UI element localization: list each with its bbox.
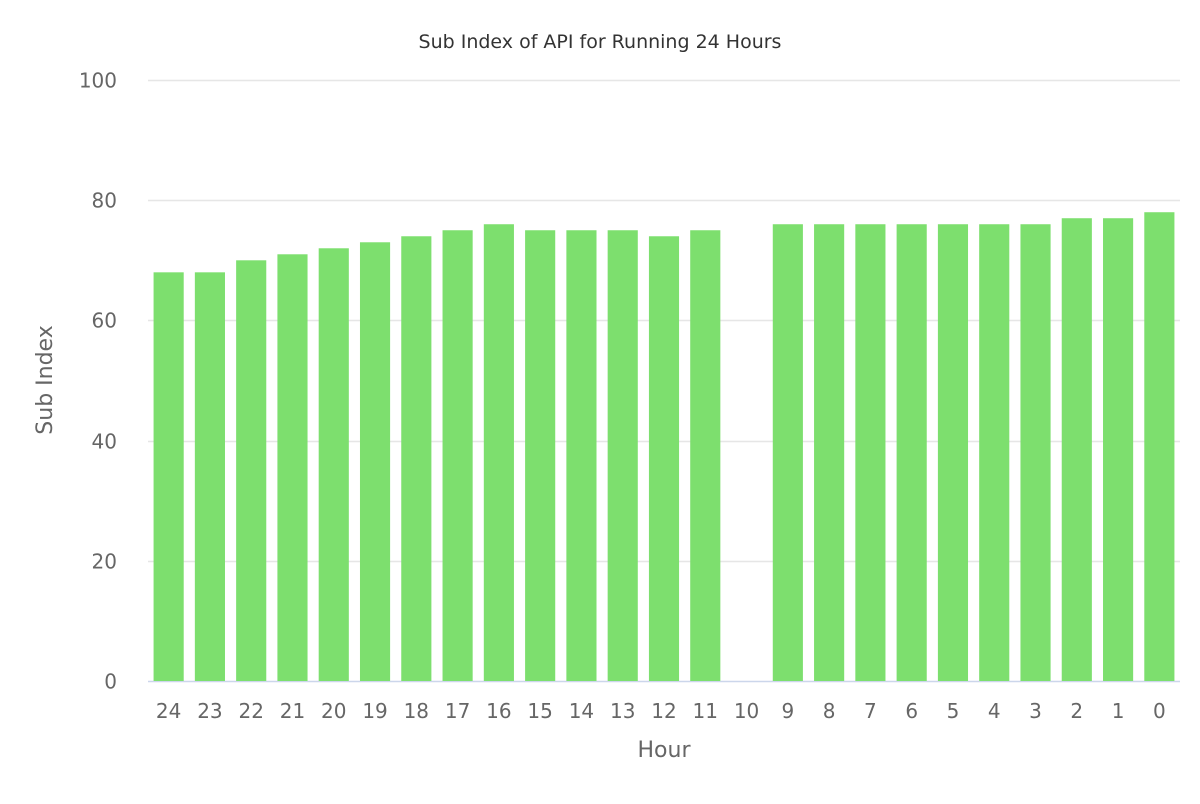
x-tick-label: 12 bbox=[651, 699, 676, 723]
x-tick-label: 22 bbox=[238, 699, 263, 723]
y-tick-label: 100 bbox=[79, 69, 117, 93]
x-axis-label: Hour bbox=[638, 738, 692, 763]
x-tick-label: 20 bbox=[321, 699, 346, 723]
bar bbox=[401, 236, 432, 681]
x-tick-label: 6 bbox=[905, 699, 918, 723]
chart-title: Sub Index of API for Running 24 Hours bbox=[419, 31, 782, 53]
x-tick-label: 9 bbox=[781, 699, 794, 723]
x-tick-label: 10 bbox=[734, 699, 759, 723]
bar bbox=[1103, 218, 1134, 682]
x-tick-label: 14 bbox=[569, 699, 594, 723]
x-tick-label: 18 bbox=[404, 699, 429, 723]
x-tick-label: 13 bbox=[610, 699, 635, 723]
y-tick-label: 80 bbox=[92, 189, 117, 213]
x-tick-label: 11 bbox=[693, 699, 718, 723]
bar bbox=[937, 224, 969, 682]
x-tick-label: 16 bbox=[486, 699, 511, 723]
x-tick-label: 1 bbox=[1112, 699, 1125, 723]
x-tick-label: 4 bbox=[988, 699, 1001, 723]
y-axis-ticks: 0 20 40 60 80 100 bbox=[79, 69, 117, 694]
bars bbox=[153, 212, 1175, 682]
x-tick-label: 2 bbox=[1070, 699, 1083, 723]
x-tick-label: 8 bbox=[823, 699, 836, 723]
bar bbox=[359, 242, 391, 681]
bar bbox=[194, 272, 225, 681]
x-tick-label: 5 bbox=[947, 699, 960, 723]
y-tick-label: 0 bbox=[104, 670, 117, 694]
x-tick-label: 19 bbox=[362, 699, 387, 723]
bar bbox=[648, 236, 680, 681]
bar bbox=[236, 260, 267, 681]
bar bbox=[772, 224, 803, 682]
y-tick-label: 60 bbox=[92, 309, 117, 333]
bar bbox=[814, 224, 845, 682]
bar bbox=[1144, 212, 1175, 681]
bar bbox=[855, 224, 886, 682]
bar bbox=[442, 230, 473, 681]
x-tick-label: 15 bbox=[527, 699, 552, 723]
bar bbox=[153, 272, 184, 681]
x-axis-ticks: 24 23 22 21 20 19 18 17 16 15 14 13 12 11 10 9 8 7 6 5 4 3 2 1 0 bbox=[156, 699, 1166, 723]
x-tick-label: 21 bbox=[280, 699, 305, 723]
x-tick-label: 24 bbox=[156, 699, 181, 723]
bar bbox=[483, 224, 514, 682]
bar bbox=[896, 224, 927, 682]
x-tick-label: 3 bbox=[1029, 699, 1042, 723]
y-tick-label: 20 bbox=[92, 550, 117, 574]
y-tick-label: 40 bbox=[92, 430, 117, 454]
y-axis-label: Sub Index bbox=[33, 325, 58, 434]
x-tick-label: 0 bbox=[1153, 699, 1166, 723]
x-tick-label: 23 bbox=[197, 699, 222, 723]
bar bbox=[690, 230, 721, 681]
x-tick-label: 17 bbox=[445, 699, 470, 723]
bar bbox=[1061, 218, 1092, 682]
bar bbox=[1020, 224, 1051, 682]
bar bbox=[979, 224, 1010, 682]
bar bbox=[277, 254, 308, 682]
bar bbox=[318, 248, 349, 681]
bar bbox=[525, 230, 556, 681]
bar bbox=[607, 230, 638, 681]
x-tick-label: 7 bbox=[864, 699, 877, 723]
bar bbox=[566, 230, 597, 681]
